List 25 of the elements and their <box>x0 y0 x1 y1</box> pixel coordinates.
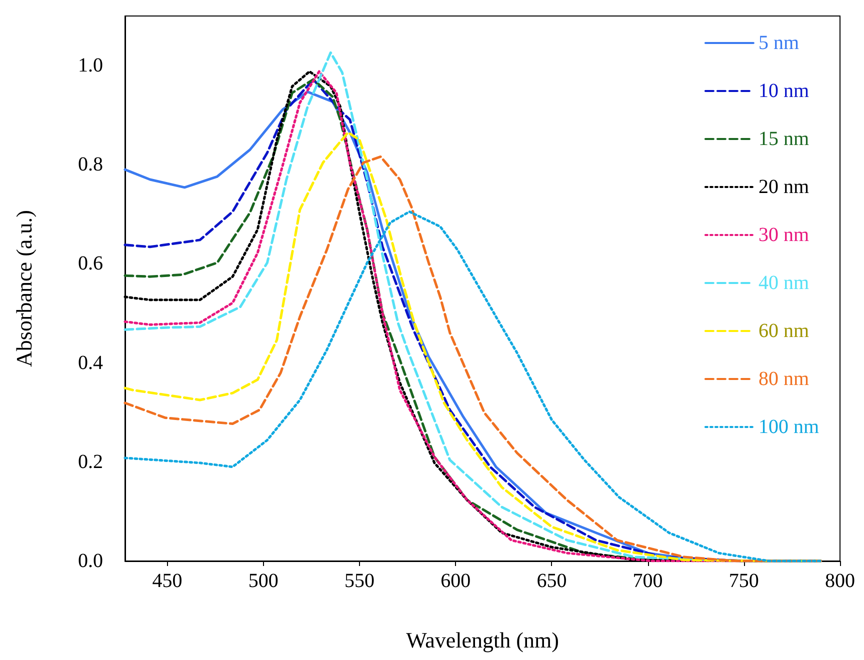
x-tick-label: 600 <box>440 570 471 592</box>
x-tick-label: 650 <box>536 570 567 592</box>
y-tick-label: 0.2 <box>78 450 103 473</box>
y-tick-label: 1.0 <box>78 54 103 77</box>
legend-label: 60 nm <box>758 320 810 342</box>
legend-label: 5 nm <box>758 32 800 54</box>
y-axis-title: Absorbance (a.u.) <box>12 210 36 367</box>
x-tick-label: 450 <box>152 570 182 592</box>
y-tick-label: 0.0 <box>78 550 103 572</box>
legend-label: 20 nm <box>758 176 810 198</box>
x-tick-label: 550 <box>344 570 374 592</box>
legend-label: 100 nm <box>758 416 820 438</box>
legend-label: 10 nm <box>758 80 810 102</box>
legend-label: 40 nm <box>758 272 810 294</box>
y-tick-label: 0.8 <box>78 154 103 176</box>
x-tick-label: 700 <box>632 570 663 592</box>
legend-label: 30 nm <box>758 224 810 246</box>
legend-label: 80 nm <box>758 368 810 390</box>
x-tick-label: 750 <box>728 570 759 592</box>
y-tick-label: 0.6 <box>78 252 103 275</box>
x-tick-label: 800 <box>825 570 855 592</box>
legend-label: 15 nm <box>758 128 810 150</box>
y-tick-label: 0.4 <box>78 352 103 374</box>
x-tick-label: 500 <box>248 570 278 592</box>
x-axis-title: Wavelength (nm) <box>406 628 559 652</box>
